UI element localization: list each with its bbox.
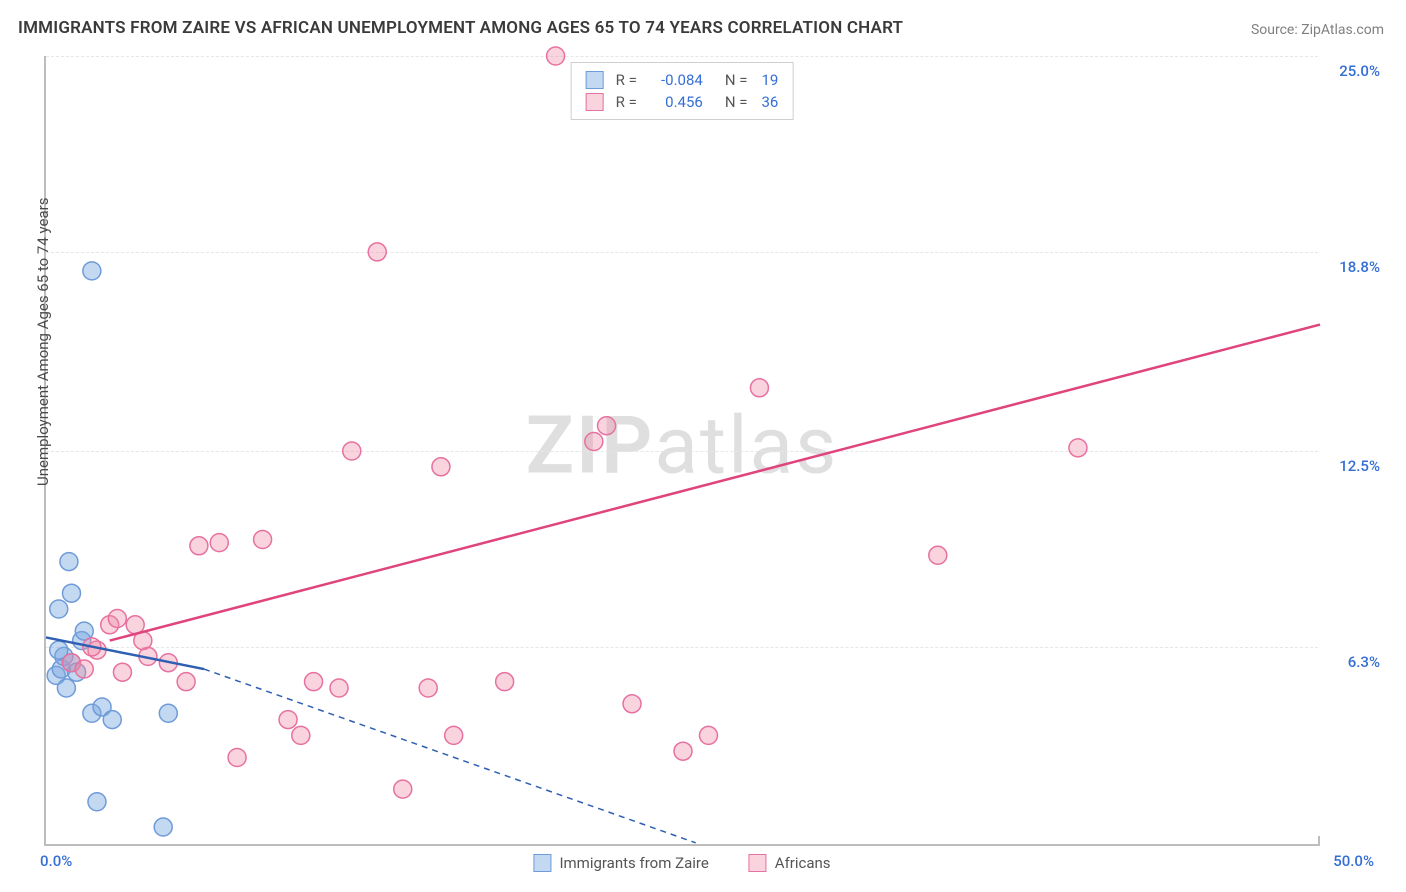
data-point [1069,439,1087,457]
data-point [60,553,78,571]
y-tick-label: 18.8% [1339,258,1380,276]
data-point [75,660,93,678]
data-point [83,262,101,280]
data-point [210,534,228,552]
data-point [330,679,348,697]
legend-correlation-row: R = -0.084 N = 19 [586,69,779,91]
data-point [432,458,450,476]
data-point [699,726,717,744]
data-point [292,726,310,744]
legend-n-value: 36 [761,91,778,113]
trend-line-extrapolated [204,669,696,843]
data-point [547,47,565,65]
data-point [159,704,177,722]
data-point [62,584,80,602]
data-point [445,726,463,744]
legend-swatch [586,71,604,89]
data-point [228,749,246,767]
data-point [674,742,692,760]
data-point [190,537,208,555]
legend-r-label: R = [616,69,637,91]
data-point [177,673,195,691]
y-tick-label: 25.0% [1339,62,1380,80]
source-label: Source: [1251,22,1301,38]
x-tick-label: 50.0% [1333,852,1374,870]
chart-title: IMMIGRANTS FROM ZAIRE VS AFRICAN UNEMPLO… [18,18,903,38]
data-point [88,793,106,811]
data-point [57,679,75,697]
data-point [50,600,68,618]
legend-n-label: N = [725,69,748,91]
source-link[interactable]: ZipAtlas.com [1301,22,1384,38]
y-tick-label: 12.5% [1339,457,1380,475]
legend-swatch [749,854,767,872]
legend-series: Immigrants from Zaire Africans [533,854,830,872]
data-point [598,417,616,435]
data-point [103,711,121,729]
data-point [154,818,172,836]
data-point [419,679,437,697]
legend-correlation-row: R = 0.456 N = 36 [586,91,779,113]
scatter-svg [46,56,1318,844]
legend-swatch [586,93,604,111]
data-point [750,379,768,397]
x-axis-end-tick [1318,836,1320,846]
y-tick-label: 6.3% [1348,653,1380,671]
legend-r-label: R = [616,91,637,113]
legend-n-value: 19 [761,69,778,91]
data-point [585,433,603,451]
legend-series-label: Africans [775,854,831,872]
legend-swatch [533,854,551,872]
data-point [929,546,947,564]
data-point [305,673,323,691]
legend-n-label: N = [725,91,748,113]
legend-series-item: Immigrants from Zaire [533,854,708,872]
data-point [279,711,297,729]
legend-correlation-box: R = -0.084 N = 19 R = 0.456 N = 36 [571,62,794,120]
data-point [394,780,412,798]
legend-r-value: -0.084 [649,69,703,91]
x-tick-label: 0.0% [40,852,72,870]
data-point [113,663,131,681]
legend-series-item: Africans [749,854,831,872]
data-point [623,695,641,713]
source-attribution: Source: ZipAtlas.com [1251,22,1384,38]
data-point [496,673,514,691]
data-point [108,609,126,627]
trend-line [110,325,1320,641]
data-point [368,243,386,261]
legend-r-value: 0.456 [649,91,703,113]
data-point [343,442,361,460]
data-point [254,530,272,548]
plot-area: Unemployment Among Ages 65 to 74 years Z… [44,56,1318,846]
legend-series-label: Immigrants from Zaire [559,854,708,872]
